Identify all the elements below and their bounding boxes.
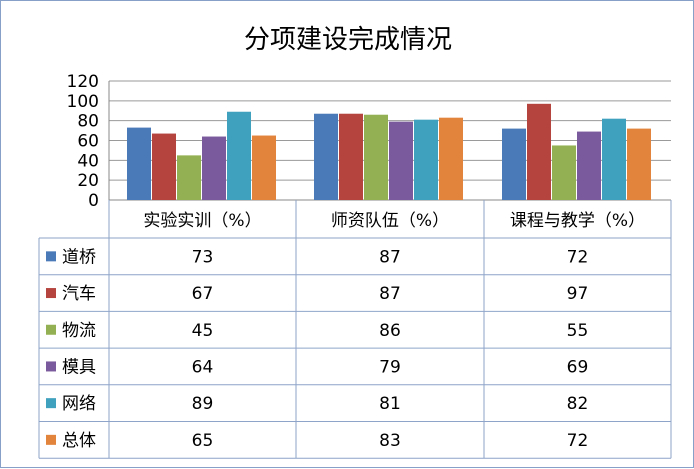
bar-模具-0	[202, 136, 226, 200]
bar-汽车-1	[339, 113, 363, 200]
table-cell-value: 82	[567, 394, 589, 414]
bar-模具-2	[577, 131, 601, 200]
category-label: 课程与教学（%）	[510, 211, 645, 231]
table-cell-value: 64	[192, 357, 214, 377]
legend-label: 总体	[62, 431, 96, 451]
bar-物流-2	[552, 145, 576, 200]
bars	[127, 103, 651, 200]
legend-label: 模具	[62, 357, 96, 377]
legend-label: 网络	[62, 394, 96, 414]
legend-key	[46, 398, 56, 409]
legend-label: 汽车	[62, 284, 96, 304]
table-cell-value: 45	[192, 321, 214, 341]
table-cell-value: 79	[379, 357, 401, 377]
legend-label: 道桥	[62, 247, 96, 267]
bar-总体-0	[252, 135, 276, 200]
bar-汽车-0	[152, 133, 176, 200]
bar-物流-0	[177, 155, 201, 200]
y-tick-label: 40	[77, 151, 99, 171]
table-cell-value: 86	[379, 321, 401, 341]
bar-网络-2	[602, 118, 626, 200]
table-cell-value: 83	[379, 431, 401, 451]
legend-key	[46, 288, 56, 299]
y-tick-label: 60	[77, 132, 99, 152]
legend-key	[46, 324, 56, 335]
legend-key	[46, 361, 56, 372]
table-cell-value: 69	[567, 357, 589, 377]
bar-网络-1	[414, 119, 438, 200]
table-cell-value: 73	[192, 247, 214, 267]
bar-道桥-1	[314, 113, 338, 200]
table-cell-value: 67	[192, 284, 214, 304]
table-cell-value: 89	[192, 394, 214, 414]
y-tick-label: 0	[88, 191, 99, 211]
table-cell-value: 55	[567, 321, 589, 341]
bar-网络-0	[227, 111, 251, 200]
table-cell-value: 87	[379, 247, 401, 267]
bar-物流-1	[364, 114, 388, 200]
table-cell-value: 72	[567, 431, 589, 451]
data-table: 实验实训（%） 师资队伍（%） 课程与教学（%） 道桥 73 87 72 汽车 67 87 97 物流…	[38, 200, 672, 459]
bar-道桥-2	[502, 128, 526, 200]
category-label: 师资队伍（%）	[331, 211, 449, 231]
category-label: 实验实训（%）	[143, 211, 261, 231]
y-tick-label: 20	[77, 171, 99, 191]
legend-key	[46, 251, 56, 262]
table-cell-value: 87	[379, 284, 401, 304]
legend-label: 物流	[62, 321, 96, 341]
bar-模具-1	[389, 121, 413, 200]
table-cell-value: 81	[379, 394, 401, 414]
table-cell-value: 97	[567, 284, 589, 304]
chart-title: 分项建设完成情况	[244, 25, 452, 55]
table-cell-value: 72	[567, 247, 589, 267]
bar-汽车-2	[527, 103, 551, 200]
y-tick-label: 100	[67, 92, 99, 112]
y-tick-label: 120	[67, 72, 99, 92]
table-cell-value: 65	[192, 431, 214, 451]
bar-道桥-0	[127, 127, 151, 200]
bar-总体-2	[627, 128, 651, 200]
bar-总体-1	[439, 117, 463, 200]
legend-key	[46, 434, 56, 445]
y-tick-label: 80	[77, 112, 99, 132]
